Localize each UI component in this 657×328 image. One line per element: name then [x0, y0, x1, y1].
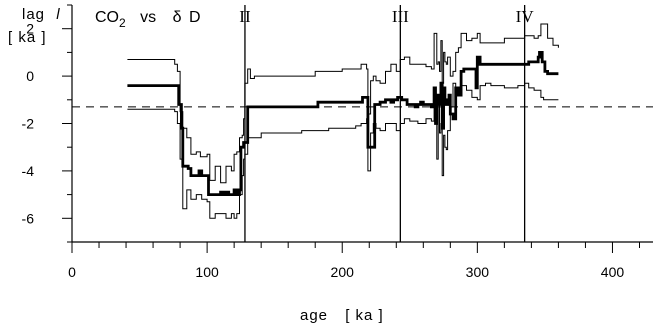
- termination-label: IV: [516, 7, 535, 26]
- y-tick-label: -4: [22, 163, 35, 179]
- y-axis-title-unit: [ ka ]: [8, 29, 47, 46]
- x-tick-label: 100: [195, 264, 219, 280]
- axes-layer: [62, 4, 653, 253]
- x-tick-label: 400: [601, 264, 625, 280]
- termination-label: II: [239, 7, 251, 26]
- chart-title-d: D: [189, 9, 201, 26]
- y-tick-label: 2: [26, 21, 34, 37]
- chart-title: CO2 vs δ D: [95, 9, 201, 31]
- chart-title-vs: vs: [140, 9, 156, 26]
- x-axis-title-unit: [ ka ]: [345, 307, 384, 324]
- series-lower-bound: [127, 82, 559, 219]
- termination-label: III: [392, 7, 409, 26]
- x-tick-label: 200: [331, 264, 355, 280]
- chart-title-co2-sub: 2: [119, 16, 126, 30]
- x-tick-label: 300: [466, 264, 490, 280]
- y-tick-label: -6: [22, 210, 35, 226]
- x-axis-title: age [ ka ]: [300, 307, 384, 324]
- termination-lines-layer: II III IV: [239, 5, 534, 242]
- chart-title-delta: δ: [173, 9, 182, 26]
- y-axis-title-var: l: [56, 6, 60, 23]
- y-tick-label: 0: [26, 68, 34, 84]
- y-tick-label: -2: [22, 116, 35, 132]
- series-layer: [127, 23, 559, 219]
- y-axis-title: lag l: [22, 6, 61, 23]
- tick-labels-layer: 0 100 200 300 400 -6 -4 -2 0 2: [22, 21, 625, 280]
- series-mean: [127, 51, 559, 196]
- x-axis-title-age: age: [300, 307, 328, 324]
- chart-title-co2: CO: [95, 9, 119, 26]
- series-upper-bound: [127, 23, 559, 184]
- x-tick-label: 0: [68, 264, 76, 280]
- y-axis-title-lag: lag: [22, 6, 45, 23]
